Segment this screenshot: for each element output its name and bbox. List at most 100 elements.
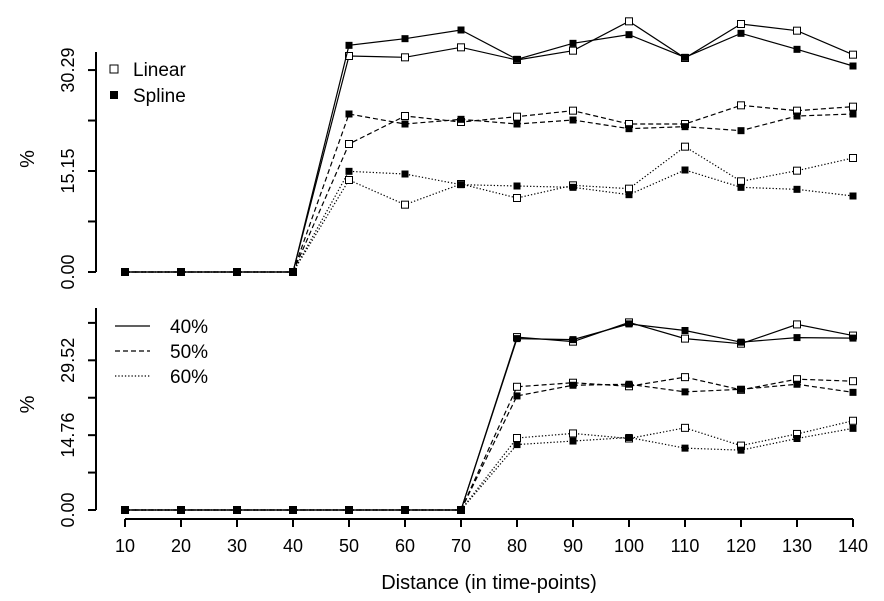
data-point <box>513 194 521 202</box>
data-point <box>737 385 745 393</box>
data-point <box>625 31 633 39</box>
data-point <box>345 167 353 175</box>
data-point <box>737 177 745 186</box>
series-linear-50 <box>121 101 857 276</box>
legend-label: 60% <box>170 367 208 388</box>
series-line <box>125 323 854 511</box>
y-tick-label: 0.00 <box>58 492 78 527</box>
data-point <box>793 380 801 388</box>
series-line <box>125 113 854 273</box>
data-point <box>681 444 689 452</box>
data-point <box>233 268 241 276</box>
data-point <box>793 45 801 53</box>
data-point <box>849 388 857 396</box>
data-point <box>681 373 689 382</box>
data-point <box>625 125 633 133</box>
data-point <box>401 200 409 209</box>
data-point <box>401 120 409 128</box>
data-point <box>681 423 689 432</box>
data-point <box>121 268 129 276</box>
y-axis-label: % <box>17 150 39 168</box>
x-tick-label: 50 <box>339 536 359 556</box>
data-point <box>345 52 353 60</box>
data-point <box>345 110 353 118</box>
data-point <box>681 388 689 396</box>
x-tick-label: 10 <box>115 536 135 556</box>
x-axis: 10 20 30 40 50 60 70 80 90 100 110 120 130 140 <box>115 518 868 556</box>
x-tick-label: 130 <box>782 536 812 556</box>
data-point <box>849 334 857 342</box>
data-point <box>849 154 857 162</box>
y-tick-label: 14.76 <box>58 413 78 458</box>
series-linear-40 <box>121 318 857 514</box>
data-point <box>849 377 857 386</box>
data-point <box>289 506 297 514</box>
data-point <box>177 506 185 514</box>
data-point <box>569 336 577 344</box>
panel-bottom: 0.00 14.76 29.52% 40% 50% 60% <box>17 308 857 528</box>
data-point <box>177 268 185 276</box>
x-tick-label: 90 <box>563 536 583 556</box>
data-point <box>849 50 857 59</box>
y-axis-label: % <box>17 395 39 413</box>
series-line <box>125 420 854 511</box>
data-point <box>681 53 689 61</box>
data-point <box>457 181 465 189</box>
data-point <box>401 506 409 514</box>
data-point <box>569 381 577 389</box>
legend: Linear Spline <box>109 60 186 107</box>
data-point <box>457 43 465 52</box>
x-tick-label: 110 <box>671 536 700 556</box>
data-point <box>569 437 577 445</box>
x-tick-label: 40 <box>283 536 303 556</box>
data-point <box>513 433 521 442</box>
data-point <box>513 120 521 128</box>
series-linear-40 <box>121 17 857 276</box>
data-point <box>569 183 577 191</box>
series-line <box>125 145 854 273</box>
legend-marker-filled-square <box>110 91 118 99</box>
x-tick-label: 70 <box>451 536 471 556</box>
data-point <box>345 176 353 184</box>
data-point <box>849 424 857 432</box>
series-linear-50 <box>121 373 857 514</box>
series-line <box>125 427 854 511</box>
data-point <box>569 429 577 438</box>
data-point <box>233 506 241 514</box>
x-tick-label: 30 <box>227 536 247 556</box>
data-point <box>737 338 745 346</box>
series-spline-60 <box>121 424 857 514</box>
legend-label: 40% <box>170 317 208 338</box>
data-point <box>401 35 409 43</box>
data-point <box>457 26 465 34</box>
legend-marker-open-square <box>109 64 119 74</box>
data-point <box>737 29 745 37</box>
data-point <box>289 268 297 276</box>
data-point <box>793 112 801 120</box>
data-point <box>625 320 633 328</box>
data-point <box>737 101 745 110</box>
data-point <box>625 433 633 441</box>
data-point <box>681 123 689 131</box>
series-spline-50 <box>121 110 857 276</box>
data-point <box>401 112 409 120</box>
data-point <box>569 46 577 55</box>
data-point <box>849 192 857 200</box>
series-spline-60 <box>121 166 857 276</box>
series-spline-40 <box>121 320 857 514</box>
series-line <box>125 20 854 273</box>
data-point <box>793 185 801 193</box>
data-point <box>793 334 801 342</box>
data-point <box>401 170 409 178</box>
data-point <box>513 441 521 449</box>
x-tick-label: 60 <box>395 536 415 556</box>
data-point <box>625 17 633 26</box>
data-point <box>513 392 521 400</box>
data-point <box>569 106 577 115</box>
data-point <box>345 140 353 148</box>
data-point <box>849 110 857 118</box>
legend-label: Linear <box>133 60 186 81</box>
series-spline-40 <box>121 26 857 276</box>
data-point <box>513 55 521 63</box>
